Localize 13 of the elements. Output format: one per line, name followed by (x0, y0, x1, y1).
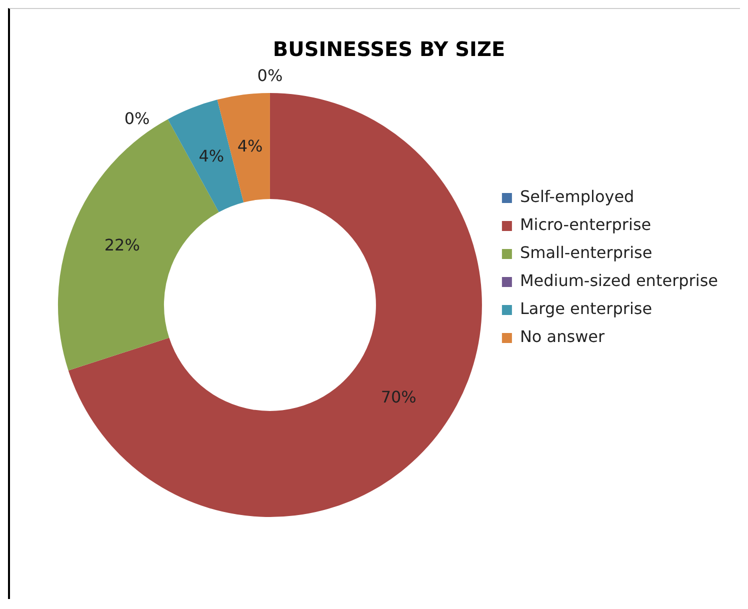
text: 0% (257, 66, 283, 86)
data-label: 70% (380, 388, 416, 407)
chart-title: BUSINESSES BY SIZE (272, 37, 506, 62)
legend-label: Self-employed (520, 187, 634, 206)
data-label: 4% (237, 136, 263, 156)
text: 0% (124, 108, 150, 128)
legend-label: No answer (520, 327, 605, 346)
legend-label: Micro-enterprise (520, 215, 652, 234)
legend-label: Small-enterprise (520, 243, 652, 262)
legend-label: Large enterprise (520, 299, 652, 318)
data-label: 22% (104, 236, 140, 255)
legend-label: Medium-sized enterprise (520, 271, 718, 290)
data-label: 4% (198, 146, 224, 166)
